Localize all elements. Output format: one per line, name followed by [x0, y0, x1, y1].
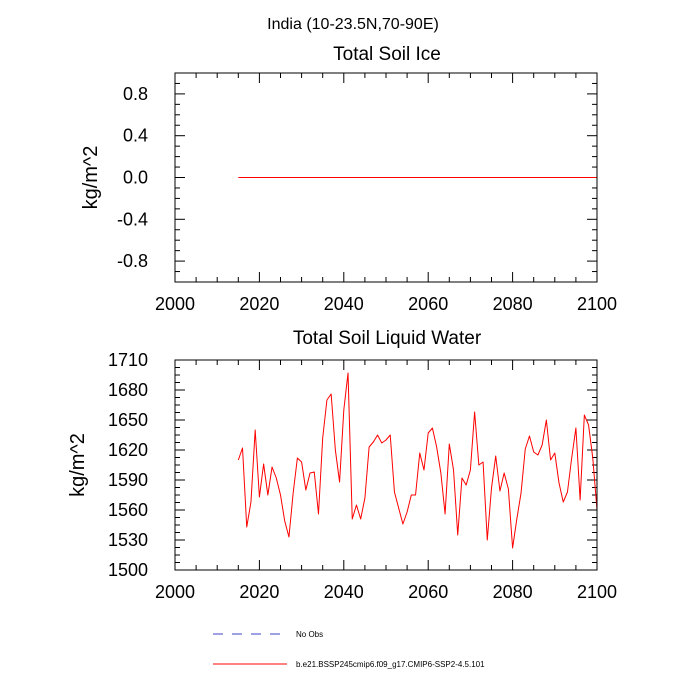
- x-tick-label: 2040: [324, 294, 364, 314]
- x-tick-label: 2080: [493, 294, 533, 314]
- y-axis-label-soil-ice: kg/m^2: [80, 146, 102, 210]
- y-tick-label: 0.4: [123, 126, 148, 146]
- y-tick-label: 1680: [108, 380, 148, 400]
- ticks-soil-liquid-water: [174, 359, 598, 571]
- x-tick-label: 2020: [239, 582, 279, 602]
- x-tick-label: 2100: [577, 294, 617, 314]
- x-tick-label: 2080: [493, 582, 533, 602]
- x-tick-label: 2020: [239, 294, 279, 314]
- plot-frame-soil-ice: [174, 72, 598, 283]
- x-tick-label: 2100: [577, 582, 617, 602]
- x-tick-label: 2000: [155, 294, 195, 314]
- x-tick-label: 2060: [408, 294, 448, 314]
- panel-total-soil-ice: Total Soil Ice kg/m^2 2000 2020 2040 2060 20…: [80, 44, 617, 314]
- panel-total-soil-liquid-water: Total Soil Liquid Water kg/m^2 2000 2020 2…: [67, 328, 617, 602]
- panel-title-soil-liquid-water: Total Soil Liquid Water: [293, 328, 482, 349]
- legend-label-model: b.e21.BSSP245cmip6.f09_g17.CMIP6-SSP2-4.…: [296, 660, 485, 669]
- y-tick-label: -0.8: [117, 251, 148, 271]
- legend-label-no-obs: No Obs: [296, 630, 323, 639]
- legend: No Obs b.e21.BSSP245cmip6.f09_g17.CMIP6-…: [213, 630, 485, 669]
- tick-labels-soil-ice: 2000 2020 2040 2060 2080 2100 0.8 0.4 0.0 -0.4 -0.…: [117, 84, 617, 314]
- y-tick-label: 1530: [108, 530, 148, 550]
- x-tick-label: 2000: [155, 582, 195, 602]
- series-soil-liquid-water: [237, 372, 598, 549]
- series-line: [237, 372, 598, 549]
- y-tick-label: -0.4: [117, 209, 148, 229]
- y-tick-label: 1590: [108, 470, 148, 490]
- y-axis-label-soil-liquid-water: kg/m^2: [67, 433, 89, 497]
- y-tick-label: 1500: [108, 560, 148, 580]
- plot-frame-soil-liquid-water: [174, 359, 598, 571]
- figure-suptitle: India (10-23.5N,70-90E): [267, 16, 439, 33]
- y-tick-label: 0.8: [123, 84, 148, 104]
- panel-title-soil-ice: Total Soil Ice: [333, 44, 441, 65]
- x-tick-label: 2040: [324, 582, 364, 602]
- y-tick-label: 1650: [108, 410, 148, 430]
- y-tick-label: 1710: [108, 350, 148, 370]
- tick-labels-soil-liquid-water: 2000 2020 2040 2060 2080 2100 1710 1680 1650 1620…: [108, 350, 617, 602]
- y-tick-label: 1620: [108, 440, 148, 460]
- y-tick-label: 1560: [108, 500, 148, 520]
- y-tick-label: 0.0: [123, 168, 148, 188]
- x-tick-label: 2060: [408, 582, 448, 602]
